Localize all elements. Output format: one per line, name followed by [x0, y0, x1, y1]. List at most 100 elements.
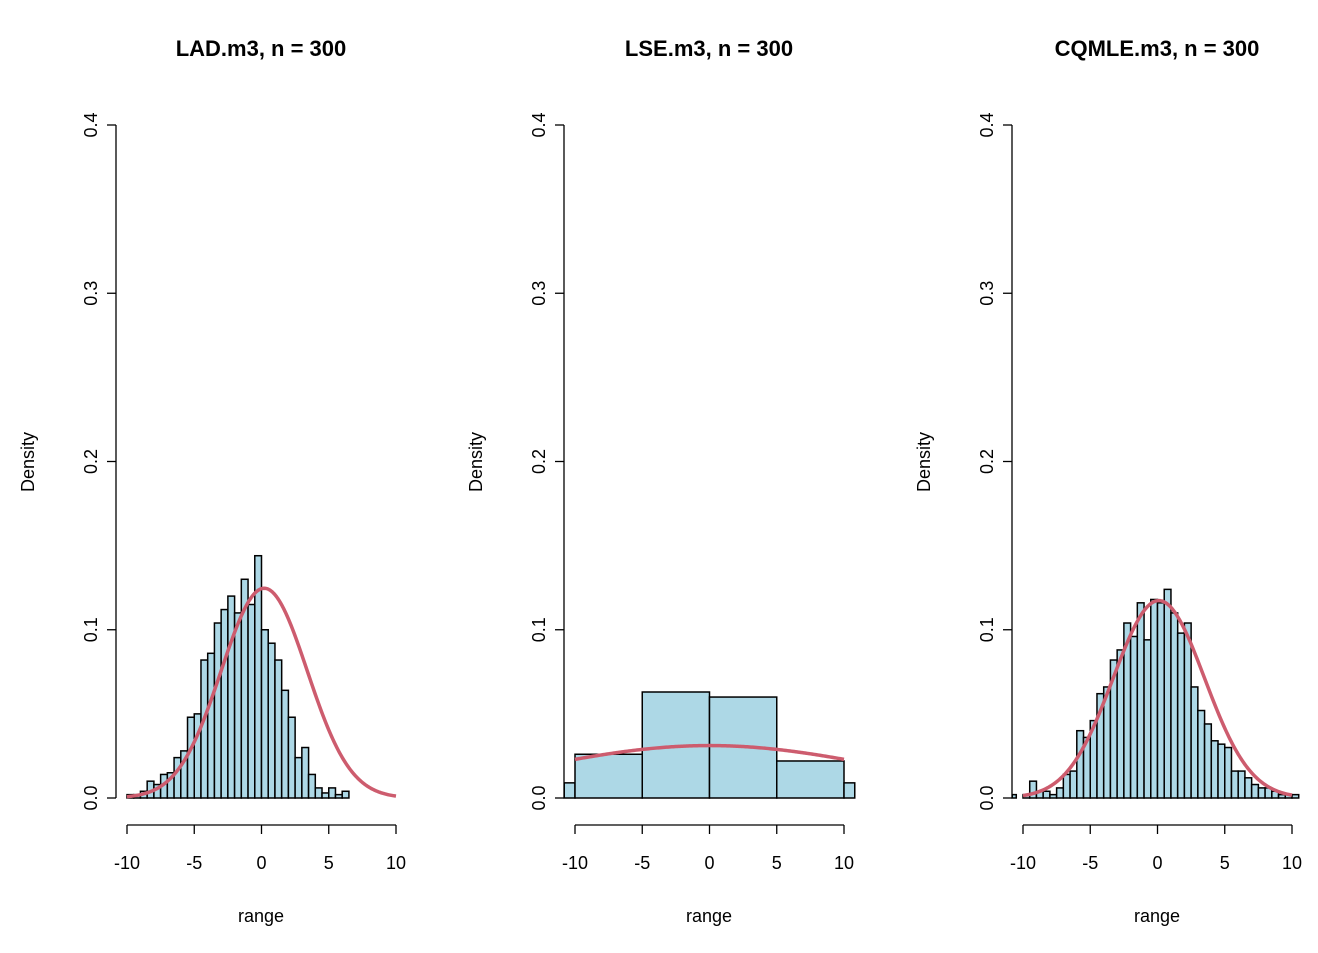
histogram-bar	[1244, 777, 1253, 799]
x-tick-label: 10	[834, 853, 854, 873]
x-tick-label: -5	[634, 853, 650, 873]
histogram-bar	[1250, 783, 1260, 799]
x-tick-label: 5	[1220, 853, 1230, 873]
panel-lad: LAD.m3, n = 300 Density range 0.00.10.20…	[18, 36, 406, 926]
x-tick-label: -10	[562, 853, 588, 873]
histogram-bar	[1156, 602, 1165, 799]
y-tick-label: 0.1	[529, 617, 549, 642]
histogram-bar	[280, 689, 290, 799]
histogram-bar	[227, 595, 236, 799]
y-tick-label: 0.4	[977, 112, 997, 137]
histogram-bar	[843, 782, 856, 799]
y-tick-label: 0.3	[81, 281, 101, 306]
x-tick-label: -10	[1010, 853, 1036, 873]
x-axis-label: range	[686, 906, 732, 926]
chart-title: CQMLE.m3, n = 300	[1055, 36, 1260, 61]
axes: 0.0 0.1 0.2 0.3 0.4 -10 -5 0 5 10	[81, 112, 406, 873]
histogram-bar	[1257, 787, 1266, 799]
x-tick-label: 0	[1152, 853, 1162, 873]
histogram-bar	[1190, 686, 1199, 799]
axes: 0.0 0.1 0.2 0.3 0.4 -10 -5 0 5 10	[977, 112, 1302, 873]
y-tick-label: 0.0	[977, 785, 997, 810]
histogram-bars	[1011, 588, 1300, 799]
histogram-bar	[1069, 770, 1078, 799]
density-curve	[1022, 598, 1293, 798]
histogram-bar	[1237, 770, 1246, 799]
y-tick-label: 0.1	[977, 617, 997, 642]
y-tick-label: 0.2	[977, 449, 997, 474]
histogram-bar	[267, 642, 276, 799]
histogram-bar	[200, 659, 209, 799]
y-tick-label: 0.0	[529, 785, 549, 810]
histogram-bar	[260, 629, 269, 799]
histogram-bar	[341, 790, 350, 799]
x-tick-label: 5	[324, 853, 334, 873]
histogram-bar	[1224, 746, 1233, 799]
density-curve-line	[1022, 598, 1293, 798]
histogram-bar	[334, 793, 343, 799]
histogram-bar	[314, 787, 323, 799]
y-tick-label: 0.3	[977, 281, 997, 306]
histogram-bar	[574, 753, 643, 799]
histogram-bar	[1170, 612, 1179, 799]
histogram-bar	[287, 716, 296, 799]
histogram-bar	[1183, 622, 1192, 799]
y-tick-label: 0.1	[81, 617, 101, 642]
histogram-bar	[1011, 793, 1018, 799]
histogram-bar	[233, 612, 243, 799]
histogram-bar	[1042, 790, 1051, 799]
histogram-bar	[1129, 635, 1139, 799]
histogram-bar	[1163, 588, 1172, 799]
histogram-bar	[563, 782, 576, 799]
density-curve-line	[574, 743, 845, 762]
histogram-bar	[1055, 787, 1065, 799]
histogram-bar	[1136, 602, 1145, 799]
chart-title: LAD.m3, n = 300	[176, 36, 347, 61]
panel-lse: LSE.m3, n = 300 Density range 0.00.10.20…	[466, 36, 856, 926]
histogram-bar	[1028, 780, 1038, 799]
histogram-bar	[1143, 639, 1152, 799]
y-tick-label: 0.4	[81, 112, 101, 137]
histogram-bar	[247, 603, 256, 799]
chart-title: LSE.m3, n = 300	[625, 36, 793, 61]
y-tick-label: 0.2	[529, 449, 549, 474]
y-tick-label: 0.4	[529, 112, 549, 137]
histogram-bar	[173, 756, 182, 799]
x-tick-label: -10	[114, 853, 140, 873]
density-curve-line	[126, 586, 397, 799]
histogram-bar	[1116, 649, 1125, 799]
histogram-bar	[274, 659, 283, 799]
histogram-bar	[776, 760, 845, 799]
histogram-bar	[1062, 773, 1071, 799]
histogram-bar	[220, 608, 229, 799]
x-tick-label: 0	[256, 853, 266, 873]
panel-cqmle: CQMLE.m3, n = 300 Density range 0.00.10.…	[914, 36, 1302, 926]
histogram-bar	[321, 792, 330, 799]
x-axis-label: range	[238, 906, 284, 926]
histogram-bar	[307, 773, 317, 799]
histogram-bar	[1217, 743, 1226, 799]
y-axis-label: Density	[18, 432, 38, 492]
x-tick-label: 10	[1282, 853, 1302, 873]
histogram-bar	[328, 787, 337, 799]
histogram-bar	[1210, 740, 1219, 799]
histogram-bar	[1230, 770, 1239, 799]
histogram-bar	[1049, 793, 1058, 799]
histogram-bar	[301, 746, 310, 799]
histogram-bar	[1203, 723, 1213, 799]
histogram-bar	[1176, 632, 1186, 799]
y-tick-label: 0.0	[81, 785, 101, 810]
histogram-bars	[126, 554, 350, 799]
density-curve	[574, 743, 845, 762]
histogram-bar	[1076, 729, 1085, 799]
histogram-bar	[1291, 793, 1300, 799]
axes: 0.0 0.1 0.2 0.3 0.4 -10 -5 0 5 10	[529, 112, 854, 873]
y-axis-label: Density	[914, 432, 934, 492]
histogram-bar	[294, 756, 303, 799]
histogram-bar	[1197, 709, 1206, 799]
x-tick-label: 0	[704, 853, 714, 873]
y-tick-label: 0.3	[529, 281, 549, 306]
x-tick-label: 5	[772, 853, 782, 873]
x-tick-label: -5	[1082, 853, 1098, 873]
